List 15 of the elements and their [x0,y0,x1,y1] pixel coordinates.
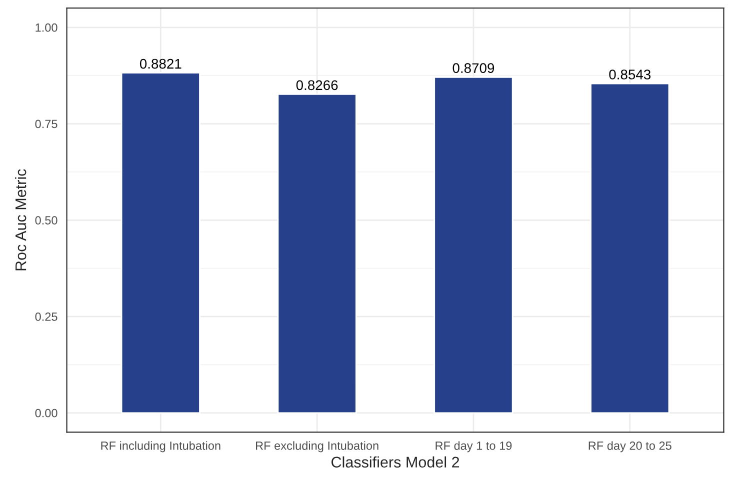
x-axis-title: Classifiers Model 2 [332,456,460,468]
y-tick-label: 1.00 [36,23,58,32]
data-label: 0.8709 [452,63,494,74]
data-label: 0.8543 [609,70,651,80]
y-tick-label: 0.50 [35,216,58,225]
x-tick-label: RF day 1 to 19 [436,441,512,452]
y-axis-title: Roc Auc Metric [14,169,26,270]
data-label: 0.8266 [296,80,338,90]
y-tick-label: 0.75 [35,120,58,128]
x-tick-label: RF including Intubation [101,441,220,452]
x-tick-label: RF excluding Intubation [256,441,378,452]
data-label: 0.8821 [140,58,182,69]
x-tick-label: RF day 20 to 25 [588,441,672,452]
y-tick-label: 0.25 [35,312,58,321]
y-tick-label: 0.00 [35,408,58,418]
